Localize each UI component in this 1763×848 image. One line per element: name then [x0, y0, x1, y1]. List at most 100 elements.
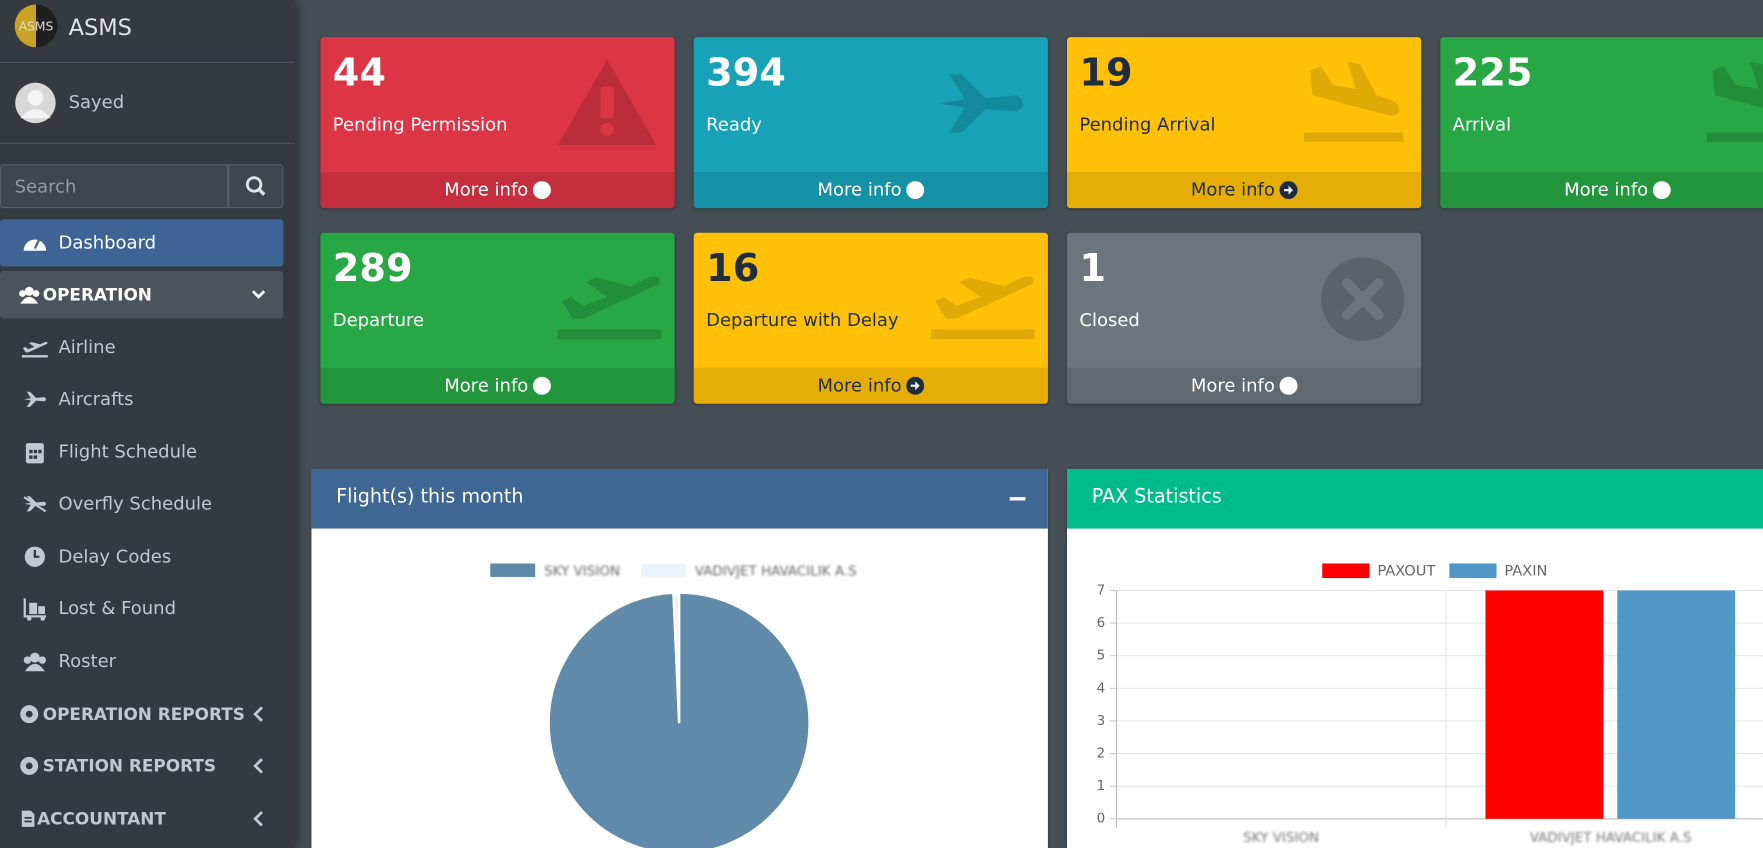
card-label: Ready: [706, 113, 762, 135]
nav-icon: [20, 705, 39, 724]
nav-label: ACCOUNTANT: [37, 808, 166, 829]
card-label: Pending Arrival: [1079, 113, 1216, 135]
arrow-icon: [1653, 181, 1671, 199]
nav-icon: [23, 598, 47, 621]
card-icon: [557, 59, 657, 146]
panel-title: Flight(s) this month: [336, 485, 524, 509]
legend-label: VADIVJET HAVACILIK A.S: [695, 563, 857, 579]
stat-card: 16 Departure with Delay More info: [693, 232, 1048, 404]
nav-icon: [23, 496, 47, 513]
more-info-link[interactable]: More info: [320, 172, 675, 209]
nav-item[interactable]: Flight Schedule: [0, 428, 283, 475]
x-tick-label: SKY VISION: [1243, 830, 1319, 846]
more-info-link[interactable]: More info: [320, 367, 675, 404]
arrow-icon: [906, 181, 924, 199]
nav-item[interactable]: Overfly Schedule: [0, 480, 283, 527]
card-value: 289: [332, 246, 413, 292]
nav-label: STATION REPORTS: [42, 755, 217, 777]
link-text: More info: [1190, 374, 1275, 396]
y-tick-label: 4: [1097, 680, 1106, 696]
card-label: Departure with Delay: [706, 309, 899, 331]
nav-group[interactable]: STATION REPORTS: [0, 742, 283, 789]
chevron: [252, 706, 265, 722]
legend-swatch: [1449, 563, 1497, 579]
card-icon: [555, 253, 663, 345]
nav-label: Overfly Schedule: [58, 492, 213, 514]
y-tick-label: 5: [1097, 648, 1106, 664]
arrow-icon: [533, 181, 551, 199]
y-tick-label: 3: [1097, 713, 1106, 729]
pie-chart: SKY VISION VADIVJET HAVACILIK A.S: [490, 563, 857, 848]
arrow-icon: [906, 377, 924, 395]
legend-label: PAXOUT: [1377, 562, 1435, 579]
nav-icon: [25, 443, 44, 464]
more-info-link[interactable]: More info: [1067, 172, 1422, 209]
nav-icon: [21, 387, 48, 412]
link-text: More info: [444, 374, 529, 396]
link-text: More info: [817, 178, 902, 201]
chart-panel: Flight(s) this month SKY VISION VADIVJET …: [311, 468, 1048, 848]
arrow-icon: [1279, 181, 1297, 199]
legend-swatch: [490, 563, 536, 577]
search-button[interactable]: [228, 164, 284, 209]
nav-icon: [20, 756, 39, 775]
nav-label: Roster: [58, 650, 117, 672]
nav-icon: [23, 239, 47, 251]
divider: [0, 142, 295, 144]
nav-item[interactable]: Dashboard: [0, 219, 284, 267]
legend-label: PAXIN: [1504, 562, 1547, 579]
card-value: 16: [706, 246, 760, 292]
card-value: 225: [1452, 50, 1533, 96]
nav-icon: [21, 810, 35, 827]
card-icon: [1302, 57, 1405, 149]
nav-group[interactable]: OPERATION REPORTS: [0, 691, 283, 738]
nav-item[interactable]: Delay Codes: [0, 533, 283, 580]
pie-slice: [672, 591, 681, 724]
nav-label: Aircrafts: [58, 388, 134, 410]
more-info-link[interactable]: More info: [1440, 172, 1763, 209]
card-value: 19: [1079, 50, 1133, 96]
x-tick-label: VADIVJET HAVACILIK A.S: [1530, 830, 1692, 846]
arrow-icon: [533, 377, 551, 395]
nav-item[interactable]: Roster: [0, 638, 283, 685]
nav-item[interactable]: Lost & Found: [0, 585, 283, 632]
search-icon: [245, 176, 266, 196]
chevron: [252, 758, 265, 774]
link-text: More info: [444, 178, 529, 201]
y-tick-label: 0: [1097, 811, 1106, 827]
brand-name[interactable]: ASMS: [68, 13, 132, 41]
collapse-button[interactable]: [1009, 497, 1026, 501]
nav-item[interactable]: Airline: [0, 324, 283, 371]
card-value: 44: [332, 50, 387, 96]
y-tick-label: 6: [1097, 615, 1106, 631]
chevron: [252, 811, 265, 827]
logo: ASMS: [14, 4, 58, 48]
legend-label: SKY VISION: [544, 563, 620, 579]
card-icon: [929, 253, 1037, 345]
stat-card: 394 Ready More info: [693, 37, 1048, 209]
link-text: More info: [1564, 178, 1649, 201]
search-input[interactable]: Search: [0, 164, 229, 209]
card-value: 1: [1079, 246, 1107, 292]
nav-group[interactable]: OPERATION: [0, 271, 284, 319]
more-info-link[interactable]: More info: [693, 367, 1048, 404]
nav-label: OPERATION REPORTS: [42, 704, 245, 725]
legend-swatch: [1322, 563, 1370, 579]
nav-item[interactable]: Aircrafts: [0, 376, 283, 423]
nav-label: Airline: [58, 336, 116, 358]
panel-title: PAX Statistics: [1091, 485, 1222, 509]
logo-text: ASMS: [19, 19, 54, 33]
user-name[interactable]: Sayed: [68, 91, 125, 113]
bar: [1617, 590, 1736, 819]
more-info-link[interactable]: More info: [693, 172, 1048, 209]
card-value: 394: [706, 50, 786, 96]
nav-label: Flight Schedule: [58, 440, 198, 463]
more-info-link[interactable]: More info: [1067, 367, 1422, 404]
nav-label: Delay Codes: [58, 545, 172, 567]
stat-card: 1 Closed More info: [1067, 232, 1422, 404]
y-tick-label: 7: [1097, 582, 1106, 598]
nav-group[interactable]: ACCOUNTANT: [0, 795, 283, 842]
nav-label: Dashboard: [58, 231, 157, 254]
